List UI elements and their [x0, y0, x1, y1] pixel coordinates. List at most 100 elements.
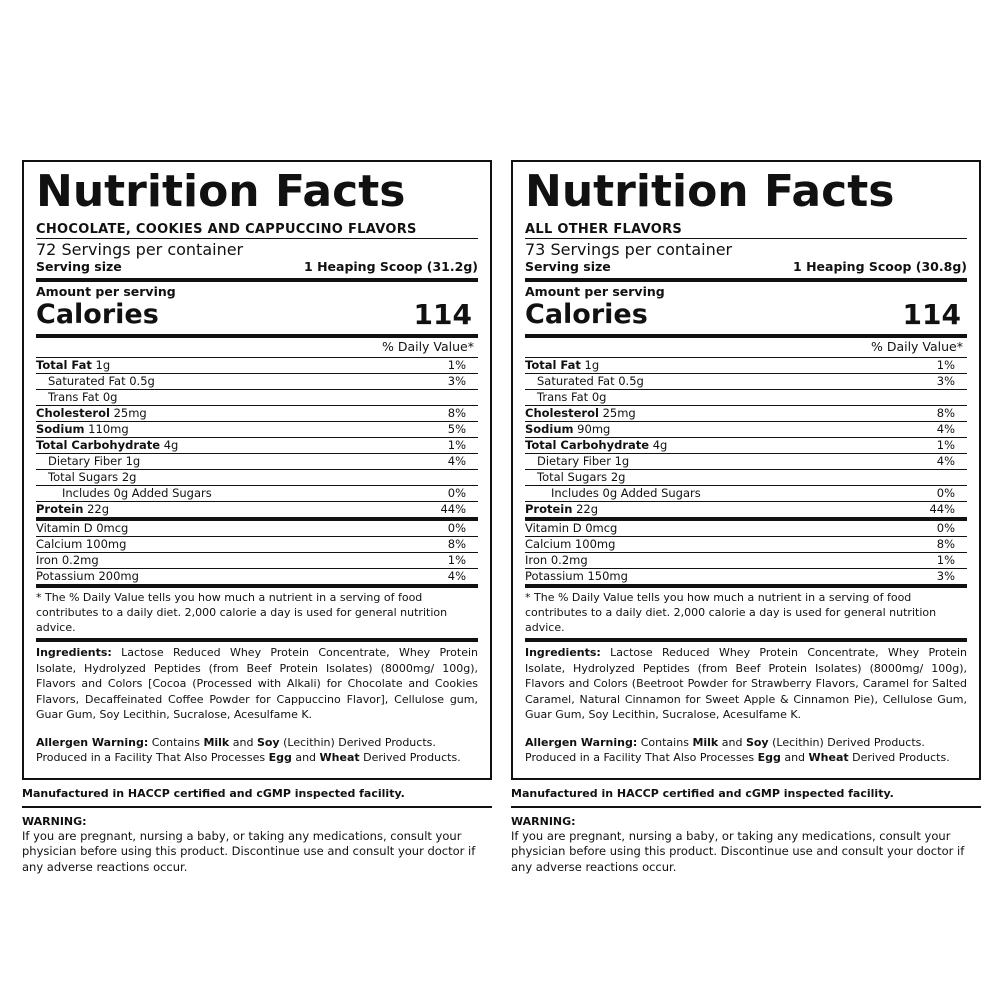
calories-label: Calories [36, 299, 159, 330]
warning-text: If you are pregnant, nursing a baby, or … [22, 828, 476, 874]
nutrient-row-total-sugars: Total Sugars 2g [525, 470, 967, 486]
nutrient-row-total-sugars: Total Sugars 2g [36, 470, 478, 486]
vitamin-amount: Calcium 100mg [525, 537, 616, 551]
nutrient-amount: 22g [83, 502, 110, 516]
allergen-text: Derived Products. [848, 751, 950, 764]
nutrient-row-total-carbohydrate: Total Carbohydrate 4g 1% [36, 438, 478, 454]
divider [36, 238, 478, 239]
nutrient-row-protein: Protein 22g 44% [36, 502, 478, 517]
nutrient-name: Protein [36, 502, 84, 516]
vitamin-percent: 0% [447, 521, 466, 535]
nutrient-amount: Saturated Fat 0.5g [48, 374, 155, 388]
nutrition-facts-title: Nutrition Facts [36, 166, 406, 217]
vitamin-percent: 1% [936, 553, 955, 567]
nutrition-facts-title: Nutrition Facts [525, 166, 895, 217]
nutrient-row-trans-fat: Trans Fat 0g [525, 390, 967, 406]
nutrient-percent: 0% [936, 486, 955, 500]
nutrient-amount: Saturated Fat 0.5g [537, 374, 644, 388]
nutrient-name: Total Fat [36, 358, 92, 372]
vitamin-percent: 8% [936, 537, 955, 551]
nutrient-amount: Includes 0g Added Sugars [551, 486, 701, 500]
divider-heavy [36, 638, 478, 642]
nutrient-row-saturated-fat: Saturated Fat 0.5g 3% [525, 374, 967, 390]
nutrient-amount: 1g [91, 358, 111, 372]
allergen-wheat: Wheat [808, 751, 849, 764]
nutrient-amount: 4g [160, 438, 179, 452]
nutrient-percent: 3% [936, 374, 955, 388]
allergen-text: (Lecithin) Derived Products. [279, 735, 436, 749]
allergen-milk: Milk [692, 735, 719, 749]
serving-size-label: Serving size [525, 259, 611, 274]
calories-value: 114 [902, 298, 961, 331]
allergen-warning: Allergen Warning: Contains Milk and Soy … [36, 735, 478, 774]
nutrient-row-sodium: Sodium 90mg 4% [525, 422, 967, 438]
calories-label: Calories [525, 299, 648, 330]
vitamin-percent: 8% [447, 537, 466, 551]
nutrient-amount: 1g [580, 358, 600, 372]
allergen-soy: Soy [256, 735, 280, 749]
nutrient-percent: 5% [447, 422, 466, 436]
daily-value-header: % Daily Value* [870, 339, 963, 354]
divider [22, 805, 492, 808]
nutrient-row-dietary-fiber: Dietary Fiber 1g 4% [525, 454, 967, 470]
divider [511, 805, 981, 808]
nutrient-percent: 3% [447, 374, 466, 388]
divider-heavy [525, 278, 967, 282]
allergen-text: and [291, 751, 320, 764]
nutrient-amount: Total Sugars 2g [48, 470, 137, 484]
vitamin-row: Potassium 200mg 4% [36, 569, 478, 584]
allergen-soy: Soy [745, 735, 769, 749]
ingredients-text: Ingredients: Lactose Reduced Whey Protei… [36, 642, 478, 723]
nutrient-amount: Total Sugars 2g [537, 470, 626, 484]
manufactured-statement: Manufactured in HACCP certified and cGMP… [511, 786, 894, 800]
vitamin-percent: 1% [447, 553, 466, 567]
nutrient-amount: 25mg [598, 406, 636, 420]
nutrient-row-total-fat: Total Fat 1g 1% [36, 358, 478, 374]
amount-per-serving: Amount per serving [525, 284, 665, 299]
ingredients-text: Ingredients: Lactose Reduced Whey Protei… [525, 642, 967, 723]
nutrient-percent: 1% [447, 438, 466, 452]
divider-heavy [36, 584, 478, 588]
nutrient-percent [955, 390, 967, 405]
serving-size-row: Serving size 1 Heaping Scoop (30.8g) [525, 259, 967, 278]
vitamin-amount: Iron 0.2mg [525, 553, 588, 567]
ingredients-list: Lactose Reduced Whey Protein Concentrate… [525, 646, 967, 721]
nutrient-row-trans-fat: Trans Fat 0g [36, 390, 478, 406]
vitamin-amount: Potassium 150mg [525, 569, 628, 583]
vitamin-row: Iron 0.2mg 1% [36, 553, 478, 569]
nutrition-panel-right: Nutrition Facts ALL OTHER FLAVORS 73 Ser… [511, 160, 981, 875]
nutrient-row-cholesterol: Cholesterol 25mg 8% [525, 406, 967, 422]
serving-size-value: 1 Heaping Scoop (30.8g) [793, 259, 967, 274]
nutrient-row-total-fat: Total Fat 1g 1% [525, 358, 967, 374]
nutrient-row-sodium: Sodium 110mg 5% [36, 422, 478, 438]
allergen-wheat: Wheat [319, 751, 360, 764]
nutrient-amount: Trans Fat 0g [48, 390, 118, 404]
nutrient-name: Sodium [36, 422, 85, 436]
divider-heavy [36, 278, 478, 282]
allergen-label: Allergen Warning: [36, 735, 149, 749]
nutrient-percent [466, 470, 478, 485]
nutrient-row-added-sugars: Includes 0g Added Sugars 0% [525, 486, 967, 502]
nutrient-name: Total Carbohydrate [36, 438, 161, 452]
allergen-milk: Milk [203, 735, 230, 749]
nutrient-percent: 1% [936, 358, 955, 372]
nutrient-percent: 1% [447, 358, 466, 372]
vitamin-row: Iron 0.2mg 1% [525, 553, 967, 569]
divider [525, 357, 967, 358]
divider-heavy [525, 517, 967, 521]
vitamin-row: Calcium 100mg 8% [525, 537, 967, 553]
allergen-text: and [229, 735, 257, 749]
divider-heavy [525, 334, 967, 338]
serving-size-row: Serving size 1 Heaping Scoop (31.2g) [36, 259, 478, 278]
amount-per-serving: Amount per serving [36, 284, 176, 299]
allergen-egg: Egg [268, 751, 292, 764]
nutrient-name: Total Fat [525, 358, 581, 372]
vitamin-row: Potassium 150mg 3% [525, 569, 967, 584]
daily-value-footnote: * The % Daily Value tells you how much a… [36, 591, 448, 634]
nutrient-row-total-carbohydrate: Total Carbohydrate 4g 1% [525, 438, 967, 454]
vitamin-amount: Calcium 100mg [36, 537, 127, 551]
daily-value-footnote: * The % Daily Value tells you how much a… [525, 591, 937, 634]
servings-per-container: 72 Servings per container [36, 240, 244, 259]
allergen-egg: Egg [757, 751, 781, 764]
calories-row: Calories 114 [525, 300, 967, 330]
